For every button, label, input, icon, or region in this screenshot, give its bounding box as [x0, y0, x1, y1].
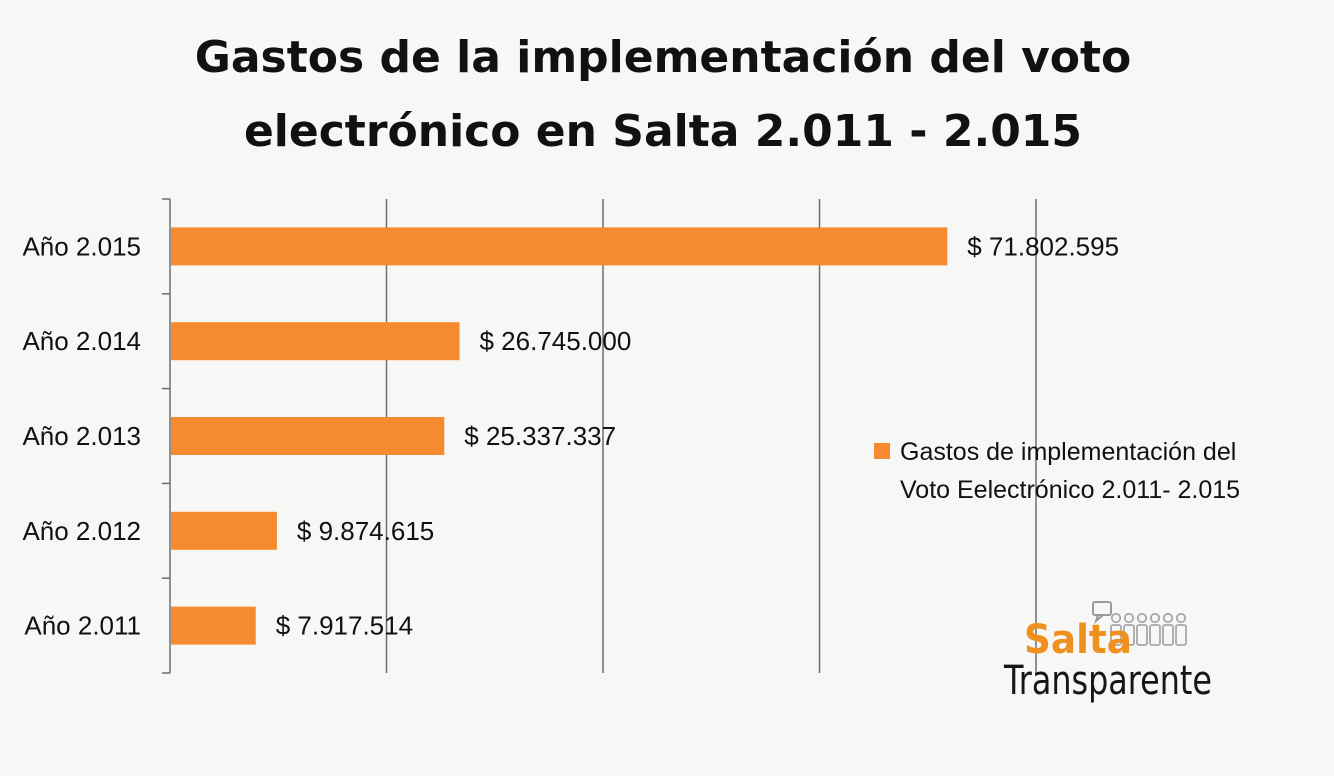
y-axis: Año 2.015 Año 2.014 Año 2.013 Año 2.012 Año … [22, 198, 171, 674]
person-icon [1136, 612, 1148, 624]
legend-label-line-1: Gastos de implementación del [900, 438, 1236, 466]
person-body-icon [1110, 624, 1122, 646]
data-label-2: $ 26.745.000 [480, 326, 632, 356]
y-tick-label: Año 2.014 [22, 326, 141, 356]
bar-1 [171, 227, 948, 266]
data-label-3: $ 25.337.337 [464, 421, 616, 451]
person-icon [1175, 612, 1187, 624]
person-icon [1149, 612, 1161, 624]
speech-bubble-tail [1093, 614, 1104, 625]
legend-swatch [874, 443, 890, 459]
chart-title-line-1: Gastos de la implementación del voto [195, 32, 1132, 83]
bar-2 [171, 322, 460, 361]
legend: Gastos de implementación del Voto Eelectr… [874, 438, 1240, 504]
data-label-1: $ 71.802.595 [967, 231, 1119, 261]
bar-4 [171, 511, 277, 550]
person-body-icon [1136, 624, 1148, 646]
y-tick-label: Año 2.012 [22, 516, 141, 546]
y-tick-label: Año 2.015 [22, 231, 141, 261]
person-body-icon [1175, 624, 1187, 646]
logo-transparente-text: Transparente [1003, 658, 1212, 704]
logo-salta-text: Salta [1024, 617, 1132, 663]
person-icon [1162, 612, 1174, 624]
data-label-5: $ 7.917.514 [276, 611, 413, 641]
person-body-icon [1162, 624, 1174, 646]
chart-title: Gastos de la implementación del voto elec… [195, 32, 1132, 157]
data-labels: $ 71.802.595 $ 26.745.000 $ 25.337.337 $ 9.… [276, 231, 1119, 640]
speech-bubble-icon [1092, 601, 1112, 616]
person-body-icon [1149, 624, 1161, 646]
person-icon [1123, 612, 1135, 624]
bar-3 [171, 417, 445, 455]
bars [171, 227, 948, 645]
person-body-icon [1123, 624, 1135, 646]
y-tick-label: Año 2.011 [24, 611, 141, 641]
bar-5 [171, 606, 256, 645]
person-icon [1110, 612, 1122, 624]
y-tick-label: Año 2.013 [22, 421, 141, 451]
legend-label-line-2: Voto Eelectrónico 2.011- 2.015 [900, 476, 1240, 504]
chart-title-line-2: electrónico en Salta 2.011 - 2.015 [244, 106, 1082, 157]
data-label-4: $ 9.874.615 [297, 516, 434, 546]
